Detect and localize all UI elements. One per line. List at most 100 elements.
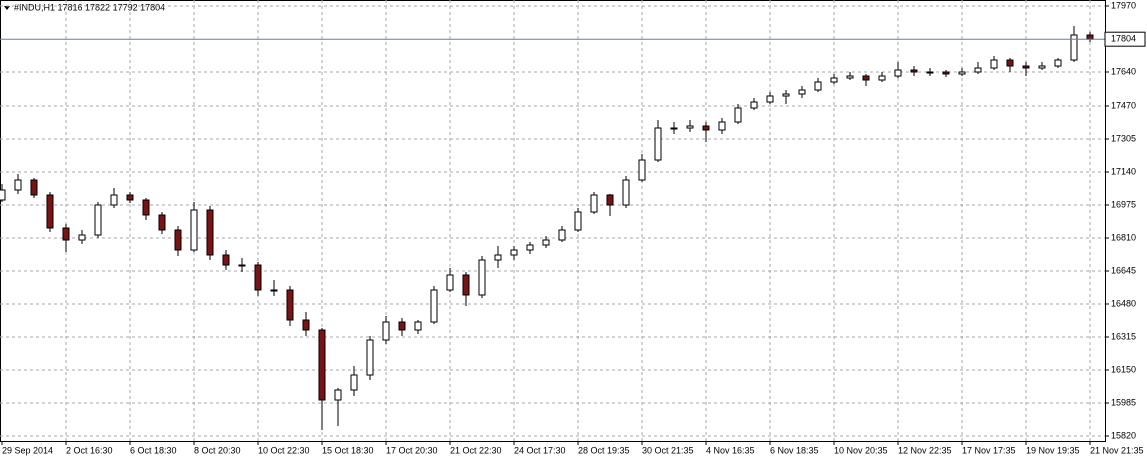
candle-body	[1086, 34, 1094, 40]
candle-body	[382, 321, 390, 341]
candle-body	[622, 179, 630, 206]
candle-body	[942, 71, 950, 75]
last-price-box	[1104, 31, 1146, 47]
candle-body	[414, 321, 422, 331]
candle-body	[1038, 65, 1046, 69]
x-tick-label: 6 Nov 18:35	[770, 445, 819, 455]
x-tick-label: 24 Oct 17:30	[514, 445, 566, 455]
candle-body	[894, 69, 902, 77]
candle-body	[206, 209, 214, 256]
candle-body	[62, 227, 70, 241]
x-tick-label: 19 Nov 19:35	[1026, 445, 1080, 455]
candle-body	[46, 194, 54, 229]
candle-body	[606, 194, 614, 206]
candle-body	[398, 321, 406, 331]
candle-body	[14, 179, 22, 191]
y-tick-label: 17640	[1111, 66, 1136, 76]
candle-body	[526, 244, 534, 251]
candle-body	[910, 69, 918, 73]
last-price-label: 17804	[1111, 34, 1136, 44]
candle-body	[318, 329, 326, 401]
candle-body	[974, 67, 982, 73]
grid	[0, 0, 1105, 441]
candle-body	[990, 59, 998, 69]
candle-body	[830, 77, 838, 83]
candle-body	[1054, 59, 1062, 67]
candle-body	[798, 89, 806, 95]
candle-body	[142, 199, 150, 216]
candle-body	[702, 125, 710, 131]
candle-body	[814, 81, 822, 91]
candle-body	[878, 75, 886, 81]
candle-body	[286, 289, 294, 321]
candle-body	[638, 159, 646, 181]
y-tick-label: 17970	[1111, 0, 1136, 10]
x-tick-label: 28 Oct 19:35	[578, 445, 630, 455]
x-tick-label: 17 Nov 17:35	[962, 445, 1016, 455]
chart-title: #INDU,H1 17816 17822 17792 17804	[14, 2, 165, 12]
candle-body	[686, 125, 694, 129]
x-tick-label: 17 Oct 20:30	[386, 445, 438, 455]
x-tick-label: 6 Oct 18:30	[130, 445, 177, 455]
candle-body	[590, 194, 598, 213]
y-tick-label: 17470	[1111, 100, 1136, 110]
x-tick-label: 15 Oct 18:30	[322, 445, 374, 455]
y-tick-label: 16975	[1111, 199, 1136, 209]
candle-body	[350, 374, 358, 391]
menu-arrow[interactable]	[4, 6, 10, 10]
y-tick-label: 16810	[1111, 232, 1136, 242]
x-tick-label: 21 Oct 22:30	[450, 445, 502, 455]
y-tick-label: 16315	[1111, 331, 1136, 341]
x-tick-label: 10 Nov 20:35	[834, 445, 888, 455]
x-tick-label: 10 Oct 22:30	[258, 445, 310, 455]
candle-body	[574, 211, 582, 231]
candle-body	[958, 71, 966, 75]
candle-body	[302, 319, 310, 331]
candle-body	[510, 249, 518, 256]
y-tick-label: 16645	[1111, 265, 1136, 275]
candle-body	[158, 214, 166, 231]
candle-body	[846, 75, 854, 79]
candle-body	[654, 127, 662, 161]
candle-body	[78, 234, 86, 241]
candle-body	[494, 254, 502, 261]
y-tick-label: 17305	[1111, 133, 1136, 143]
x-tick-label: 8 Oct 20:30	[194, 445, 241, 455]
candle-body	[542, 239, 550, 246]
candle-body	[750, 101, 758, 109]
y-tick-label: 16480	[1111, 298, 1136, 308]
candle-body	[734, 107, 742, 123]
candle-body	[94, 204, 102, 236]
candle-body	[478, 259, 486, 296]
y-tick-label: 15985	[1111, 397, 1136, 407]
candle-body	[862, 75, 870, 81]
candle-body	[446, 274, 454, 291]
plot-frame	[0, 0, 1106, 442]
y-tick-label: 17140	[1111, 166, 1136, 176]
candle-body	[1070, 34, 1078, 61]
candle-body	[1022, 65, 1030, 69]
x-tick-label: 12 Nov 22:35	[898, 445, 952, 455]
candle-body	[30, 179, 38, 196]
x-tick-label: 21 Nov 21:35	[1090, 445, 1144, 455]
candle-body	[254, 264, 262, 291]
candle-body	[1006, 59, 1014, 67]
candle-body	[270, 289, 278, 292]
candle-body	[462, 274, 470, 296]
y-tick-label: 16150	[1111, 364, 1136, 374]
candle-body	[430, 289, 438, 323]
x-tick-label: 2 Oct 16:30	[66, 445, 113, 455]
candle-body	[718, 121, 726, 131]
candle-body	[190, 209, 198, 251]
candle-body	[670, 127, 678, 130]
x-tick-label: 30 Oct 21:35	[642, 445, 694, 455]
candle-body	[0, 189, 6, 201]
candle-body	[110, 194, 118, 206]
x-tick-label: 4 Nov 16:35	[706, 445, 755, 455]
candle-body	[366, 339, 374, 376]
candle-body	[782, 93, 790, 97]
y-tick-label: 15820	[1111, 430, 1136, 440]
candle-body	[926, 71, 934, 74]
